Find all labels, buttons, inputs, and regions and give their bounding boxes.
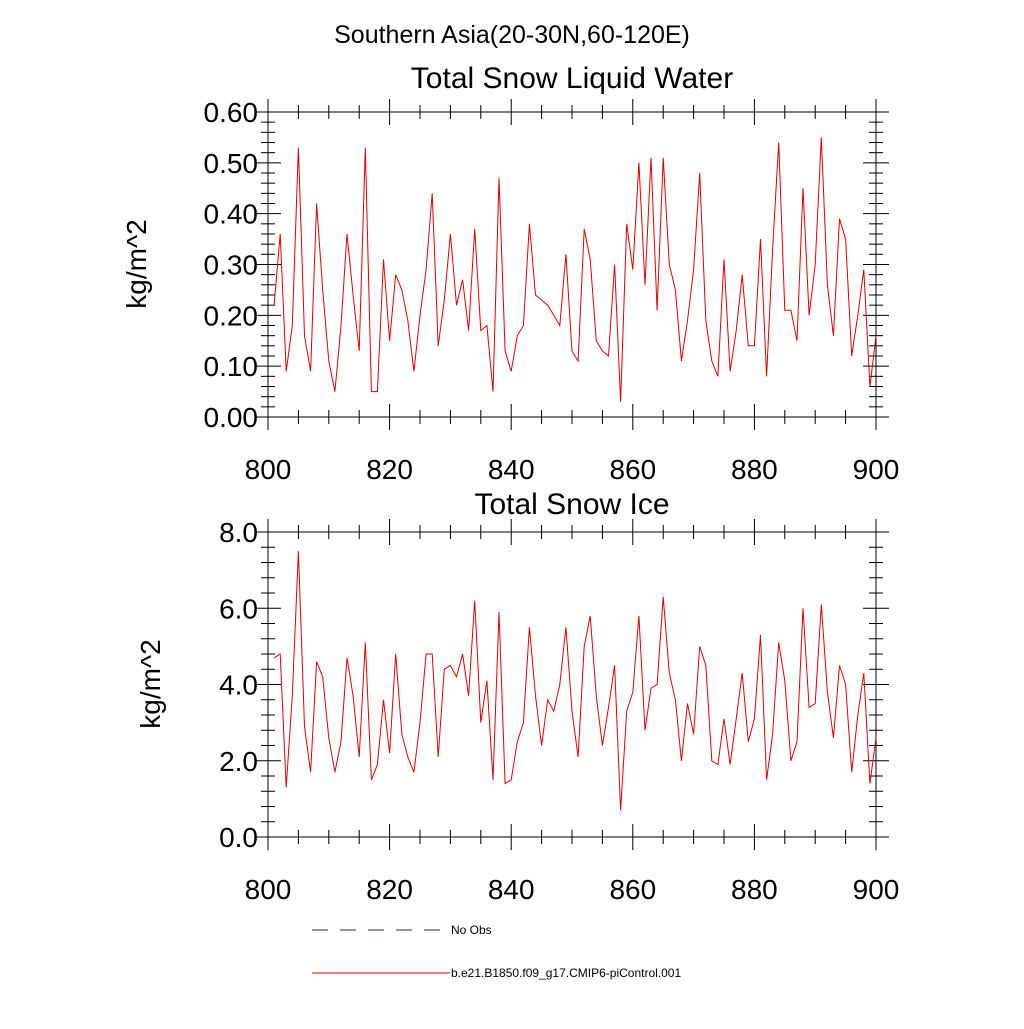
x-tick-labels: 800 820 840 860 880 900 <box>245 874 900 905</box>
y-tick-label: 0.00 <box>204 402 259 433</box>
x-tick-label: 860 <box>609 874 656 905</box>
x-tick-label: 900 <box>853 874 900 905</box>
figure-suptitle: Southern Asia(20-30N,60-120E) <box>334 21 690 49</box>
x-tick-label: 840 <box>488 874 535 905</box>
y-tick-label: 6.0 <box>219 593 258 624</box>
panel-snow-ice: Total Snow Ice 0.0 2.0 4.0 6.0 8.0 800 820 840… <box>135 488 899 905</box>
y-tick-label: 0.20 <box>204 300 259 331</box>
y-tick-label: 2.0 <box>219 746 258 777</box>
x-tick-label: 840 <box>488 454 535 485</box>
x-tick-label: 820 <box>366 874 413 905</box>
x-tick-label: 880 <box>731 874 778 905</box>
y-tick-label: 0.10 <box>204 351 259 382</box>
legend: No Obs b.e21.B1850.f09_g17.CMIP6-piContr… <box>312 923 681 980</box>
legend-label-no-obs: No Obs <box>451 923 492 937</box>
x-tick-label: 900 <box>853 454 900 485</box>
legend-label-model: b.e21.B1850.f09_g17.CMIP6-piControl.001 <box>451 966 681 980</box>
plot-frame <box>267 111 877 418</box>
x-tick-label: 800 <box>245 454 292 485</box>
y-tick-label: 0.0 <box>219 822 258 853</box>
x-tick-labels: 800 820 840 860 880 900 <box>245 454 900 485</box>
x-tick-label: 860 <box>609 454 656 485</box>
series-group <box>273 137 877 402</box>
x-tick-label: 800 <box>245 874 292 905</box>
series-line-model <box>273 137 877 402</box>
x-tick-label: 880 <box>731 454 778 485</box>
y-tick-label: 0.60 <box>204 97 259 128</box>
series-group <box>273 551 877 811</box>
y-tick-labels: 0.00 0.10 0.20 0.30 0.40 0.50 0.60 <box>204 97 259 433</box>
axis-ticks <box>255 99 889 430</box>
panel-title: Total Snow Ice <box>474 488 669 521</box>
y-tick-labels: 0.0 2.0 4.0 6.0 8.0 <box>219 517 258 853</box>
y-tick-label: 8.0 <box>219 517 258 548</box>
y-tick-label: 0.30 <box>204 250 259 281</box>
series-line-model <box>273 551 877 811</box>
axis-ticks <box>255 519 889 850</box>
y-axis-label: kg/m^2 <box>135 639 166 728</box>
y-tick-label: 4.0 <box>219 670 258 701</box>
y-tick-label: 0.50 <box>204 148 259 179</box>
panel-title: Total Snow Liquid Water <box>411 62 733 95</box>
x-tick-label: 820 <box>366 454 413 485</box>
y-tick-label: 0.40 <box>204 199 259 230</box>
y-axis-label: kg/m^2 <box>121 219 152 308</box>
panel-snow-liquid-water: Total Snow Liquid Water 0.00 0.10 0.20 0.30… <box>121 62 899 485</box>
